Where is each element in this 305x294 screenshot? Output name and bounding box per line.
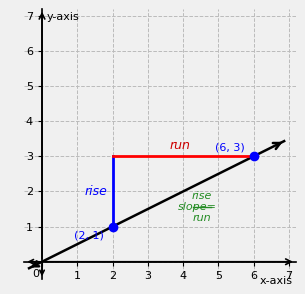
Text: rise: rise xyxy=(84,185,107,198)
Text: rise: rise xyxy=(192,191,212,201)
Text: run: run xyxy=(192,213,211,223)
Text: slope=: slope= xyxy=(178,202,217,212)
Text: run: run xyxy=(169,139,190,152)
Text: (6, 3): (6, 3) xyxy=(215,142,245,152)
Text: x-axis: x-axis xyxy=(259,276,292,286)
Text: 0: 0 xyxy=(32,269,39,279)
Text: y-axis: y-axis xyxy=(46,12,79,22)
Text: (2, 1): (2, 1) xyxy=(74,231,104,241)
